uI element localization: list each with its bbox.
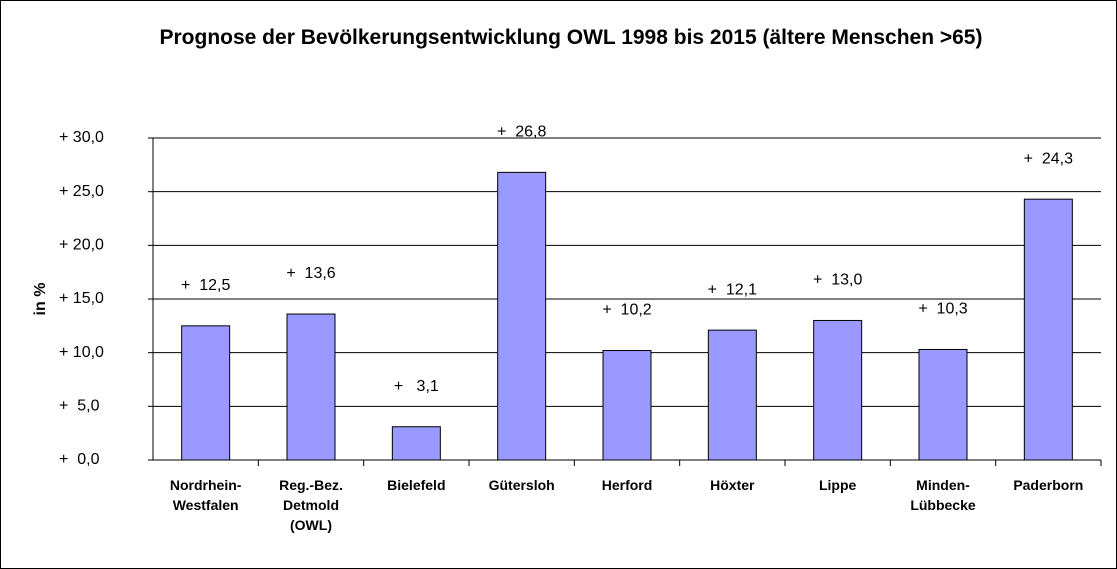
x-tick-label: Gütersloh [488,477,555,493]
x-tick-label: Bielefeld [387,477,446,493]
x-tick-label: Herford [601,477,653,493]
bar [286,313,336,461]
chart-title: Prognose der Bevölkerungsentwicklung OWL… [159,26,983,49]
x-tick-label: Reg.-Bez. Detmold (OWL) [279,477,343,533]
x-tick-label: Lippe [818,477,857,493]
value-label: + 26,8 [497,124,546,141]
bar [1023,198,1073,461]
x-tick-label: Höxter [710,477,755,493]
y-tick-label: + 15,0 [59,290,104,307]
y-tick-label: + 10,0 [59,344,104,361]
value-label: + 12,1 [708,281,757,298]
value-label: + 3,1 [394,378,439,395]
y-tick-label: + 25,0 [59,183,104,200]
value-label: + 10,2 [602,302,651,319]
x-tick-label: Minden- Lübbecke [910,477,976,513]
bar [707,329,757,461]
bar [813,319,863,461]
value-label: + 12,5 [181,277,230,294]
y-tick-label: + 20,0 [59,237,104,254]
bar [602,350,652,461]
bar [391,426,441,461]
value-label: + 13,0 [813,272,862,289]
x-tick-label: Paderborn [1013,477,1084,493]
value-label: + 24,3 [1024,150,1073,167]
y-tick-label: + 0,0 [59,451,100,468]
value-label: + 10,3 [918,301,967,318]
bar [181,325,231,461]
bar [918,348,968,461]
y-axis-label: in % [32,283,49,316]
bar [497,171,547,461]
value-label: + 13,6 [286,265,335,282]
y-tick-label: + 5,0 [59,398,100,415]
x-tick-label: Nordrhein- Westfalen [169,477,242,513]
y-tick-label: + 30,0 [59,129,104,146]
